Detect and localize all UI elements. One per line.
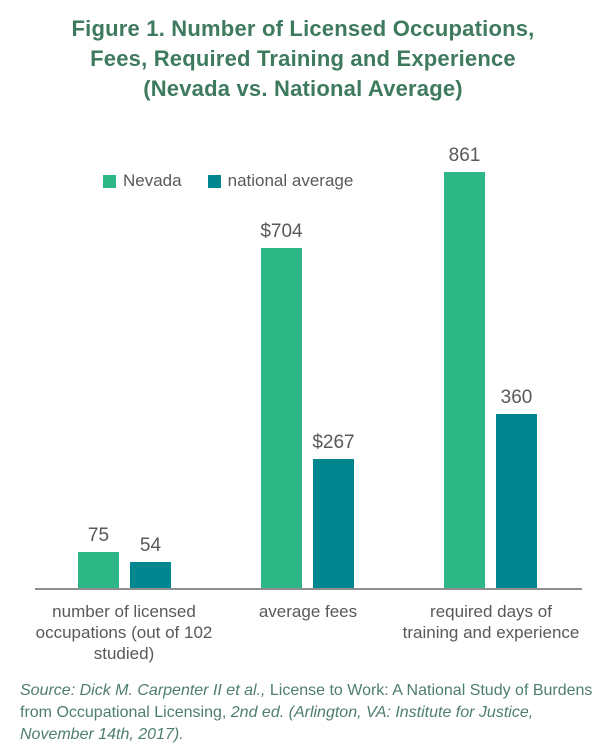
value-label: 75 xyxy=(87,525,110,546)
category-label: number of licensed occupations (out of 1… xyxy=(35,602,213,663)
legend-label: Nevada xyxy=(123,171,182,190)
source-segment: Source: Dick M. Carpenter II et al., xyxy=(20,682,270,699)
category-label: average fees xyxy=(258,602,358,621)
source-segment: License to Work: A National Study of Bur… xyxy=(20,682,593,721)
legend-label: national average xyxy=(227,171,354,190)
value-label: $267 xyxy=(312,432,355,453)
value-label: 54 xyxy=(139,535,162,556)
bar-nevada-group1 xyxy=(78,552,119,588)
x-axis-line xyxy=(35,588,582,590)
legend-item-nevada: Nevada xyxy=(103,171,182,191)
legend-swatch-icon xyxy=(207,174,221,188)
legend-item-national-average: national average xyxy=(207,171,354,191)
bar-nevada-group2 xyxy=(261,248,302,588)
source-segment: 2nd ed. (Arlington, VA: Institute for Ju… xyxy=(20,704,534,743)
bar-national-average-group3 xyxy=(496,414,537,588)
value-label: $704 xyxy=(260,221,303,242)
bar-national-average-group2 xyxy=(313,459,354,588)
figure-title: Figure 1. Number of Licensed Occupations… xyxy=(71,16,535,101)
bar-nevada-group3 xyxy=(444,172,485,588)
legend: Nevada national average xyxy=(103,171,353,191)
legend-swatch-icon xyxy=(103,174,116,188)
category-label: required days of training and experience xyxy=(402,602,580,642)
value-label: 360 xyxy=(500,387,533,408)
source-note: Source: Dick M. Carpenter II et al., Lic… xyxy=(20,680,595,746)
bar-national-average-group1 xyxy=(130,562,171,588)
value-label: 861 xyxy=(448,145,481,166)
